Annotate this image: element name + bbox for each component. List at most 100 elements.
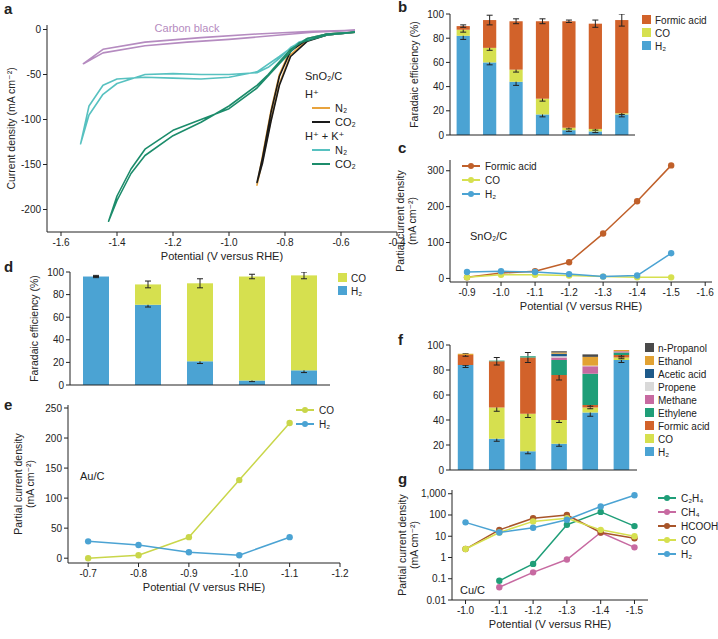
panel-label: e (4, 396, 12, 413)
error-cap (145, 281, 151, 282)
point (634, 272, 640, 278)
legend-label: H₂ (658, 447, 669, 458)
y-axis-label: Faradaic efficiency (%) (28, 275, 40, 382)
panel-label: c (398, 139, 406, 156)
legend-label: Ethylene (658, 408, 697, 419)
legend-label: CH₄ (681, 507, 700, 518)
legend-marker (664, 537, 670, 543)
bar-segment (489, 360, 505, 361)
legend-swatch (645, 395, 654, 404)
plot-area (457, 14, 629, 135)
y-tick-label: 60 (433, 57, 445, 68)
bar-segment (614, 360, 630, 470)
error-cap (619, 26, 625, 27)
error-bar (301, 272, 307, 279)
legend-swatch (645, 369, 654, 378)
bar-segment (187, 361, 213, 385)
y-axis (452, 490, 453, 600)
bar-segment (239, 277, 265, 381)
bar-segment (520, 356, 536, 357)
y-tick-label: 1 (440, 552, 446, 563)
x-tick (705, 282, 706, 286)
series-line (81, 32, 355, 144)
bar-segment (458, 355, 474, 356)
y-tick (446, 370, 450, 371)
x-tick (61, 232, 62, 236)
y-tick-label: 20 (433, 105, 445, 116)
y-tick-label: 100 (47, 267, 64, 278)
error-cap (460, 27, 466, 28)
error-cap (587, 406, 593, 407)
y-tick-label: 0.1 (432, 573, 446, 584)
y-tick (448, 557, 452, 558)
legend-label: H₂ (351, 286, 362, 297)
point (236, 477, 242, 483)
bar-segment (551, 351, 567, 352)
y-tick (446, 62, 450, 63)
legend-label: CO (485, 175, 500, 186)
x-tick (603, 282, 604, 286)
error-stem (252, 274, 253, 279)
bar-segment (520, 451, 536, 470)
series-line (83, 30, 355, 63)
legend-marker (664, 495, 670, 501)
error-cap (556, 380, 562, 381)
error-cap (513, 23, 519, 24)
y-tick (66, 339, 70, 340)
x-tick-label: -1.1 (491, 605, 509, 616)
y-tick (446, 86, 450, 87)
error-cap (463, 367, 469, 368)
y-tick (66, 385, 70, 386)
series-line (467, 253, 671, 276)
series-line (109, 32, 355, 221)
bar-segment (509, 82, 522, 135)
x-tick (600, 600, 601, 604)
x-axis-label: Potential (V versus RHE) (489, 618, 611, 630)
error-stem (595, 20, 596, 27)
y-tick (43, 209, 47, 210)
legend-label: H₂ (655, 41, 666, 52)
error-cap (540, 116, 546, 117)
point (135, 552, 141, 558)
legend-swatch (645, 356, 654, 365)
bar-segment (458, 355, 474, 356)
error-cap (494, 441, 500, 442)
error-cap (494, 357, 500, 358)
point (532, 269, 538, 275)
legend-label: CO (351, 273, 366, 284)
error-cap (592, 132, 598, 133)
x-tick (634, 600, 635, 604)
x-tick-label: -1.4 (592, 605, 610, 616)
legend-label: Propene (658, 382, 696, 393)
bar-segment (551, 360, 567, 375)
panel: d020406080100Faradaic efficiency (%)COH₂ (4, 258, 366, 391)
y-tick-label: 200 (427, 201, 444, 212)
error-bar (619, 14, 625, 26)
y-tick (448, 600, 452, 601)
point (600, 273, 606, 279)
x-tick (340, 563, 341, 567)
error-stem (200, 279, 201, 288)
y-tick (446, 14, 450, 15)
y-tick-label: 100 (429, 509, 446, 520)
y-tick (64, 438, 68, 439)
legend-label: H₂ (485, 189, 496, 200)
error-cap (619, 116, 625, 117)
error-cap (494, 365, 500, 366)
point (530, 518, 536, 524)
legend-label: Formic acid (485, 161, 537, 172)
y-tick (446, 395, 450, 396)
error-cap (487, 24, 493, 25)
series-line (88, 423, 289, 558)
error-stem (621, 14, 622, 26)
y-tick (446, 38, 450, 39)
x-tick-label: -0.9 (458, 287, 476, 298)
y-tick-label: 200 (45, 433, 62, 444)
bar-segment (614, 351, 630, 352)
bar-segment (239, 380, 265, 385)
bar-segment (520, 414, 536, 452)
x-tick-label: -1.6 (697, 287, 715, 298)
point (631, 492, 637, 498)
legend-marker (468, 177, 474, 183)
error-bar (249, 274, 255, 279)
